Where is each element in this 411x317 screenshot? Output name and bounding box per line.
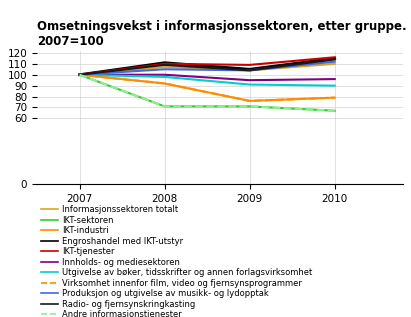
Text: Omsetningsvekst i informasjonssektoren, etter gruppe. 2007-2010.
2007=100: Omsetningsvekst i informasjonssektoren, … bbox=[37, 20, 411, 48]
Legend: Informasjonssektoren totalt, IKT-sektoren, IKT-industri, Engroshandel med IKT-ut: Informasjonssektoren totalt, IKT-sektore… bbox=[41, 205, 312, 317]
